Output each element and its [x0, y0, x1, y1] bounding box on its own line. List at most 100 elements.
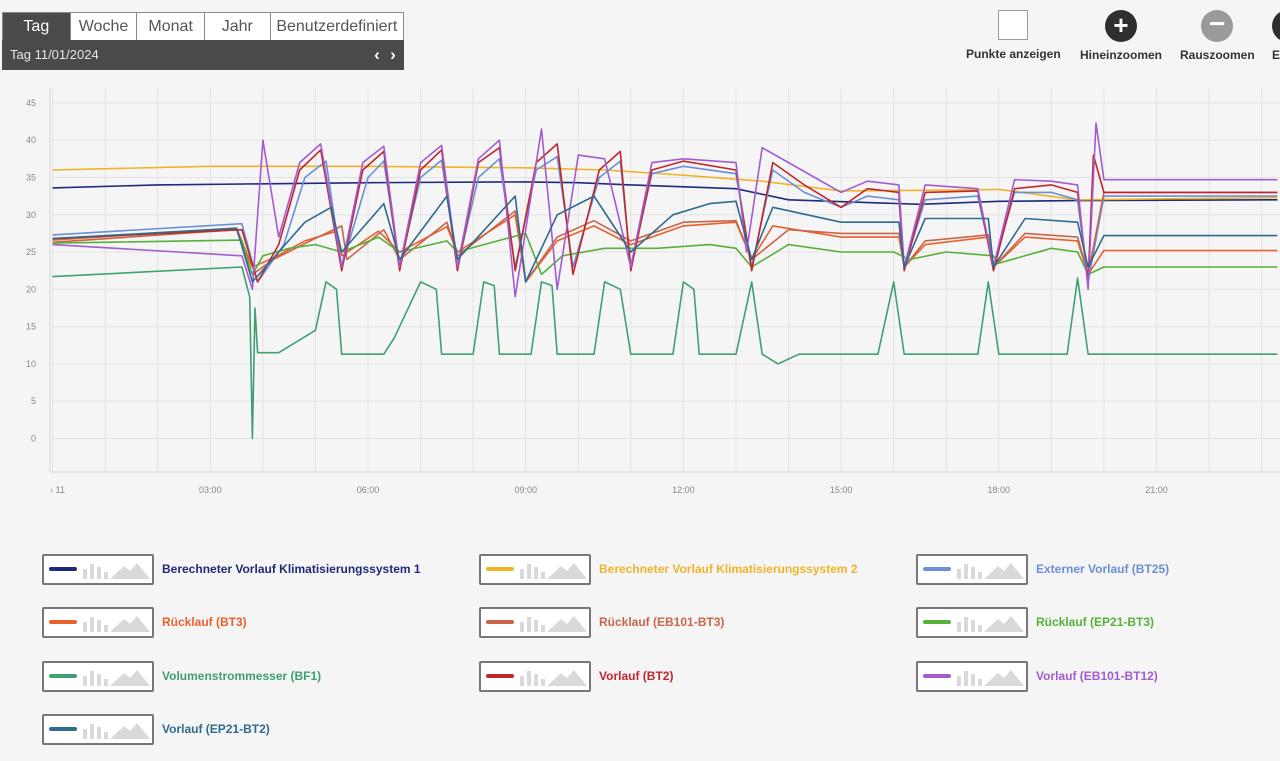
legend-item[interactable]: Rücklauf (EB101-BT3) — [479, 606, 725, 638]
legend-label: Vorlauf (BT2) — [599, 669, 674, 683]
tab-day[interactable]: Tag — [3, 13, 71, 40]
bar-chart-icon — [83, 616, 108, 632]
legend-toggle[interactable] — [479, 660, 591, 692]
chevron-right-icon[interactable]: › — [390, 45, 396, 64]
export-button[interactable]: E — [1266, 10, 1280, 62]
area-chart-icon — [547, 669, 587, 686]
temperature-chart: 45 40 35 30 25 20 15 10 5 0 › 11 03:00 06:00 09:00 12:… — [26, 88, 1280, 495]
legend-item[interactable]: Berechneter Vorlauf Klimatisierungssyste… — [479, 553, 858, 585]
legend-toggle[interactable] — [916, 606, 1028, 638]
zoom-in-label: Hineinzoomen — [1080, 48, 1163, 62]
legend-swatch — [49, 726, 77, 731]
chevron-left-icon[interactable]: ‹ — [374, 45, 380, 64]
minus-icon[interactable]: − — [1201, 10, 1234, 42]
legend-toggle[interactable] — [479, 553, 591, 585]
y-tick-label: 10 — [26, 359, 36, 369]
series-line-7[interactable] — [52, 266, 1278, 440]
legend-item[interactable]: Externer Vorlauf (BT25) — [916, 553, 1170, 585]
x-tick-label: 18:00 — [988, 485, 1011, 495]
x-tick-label: 21:00 — [1145, 485, 1168, 495]
bar-chart-icon — [957, 616, 982, 632]
legend-toggle[interactable] — [42, 606, 154, 638]
legend-label: Rücklauf (EB101-BT3) — [599, 615, 725, 629]
legend-item[interactable]: Vorlauf (EP21-BT2) — [42, 713, 270, 745]
series-line-6[interactable] — [52, 232, 1278, 276]
show-points-toggle[interactable]: Punkte anzeigen — [966, 10, 1061, 61]
show-points-label: Punkte anzeigen — [966, 47, 1061, 61]
y-tick-label: 35 — [26, 172, 36, 182]
plus-icon[interactable]: + — [1105, 10, 1137, 42]
legend-toggle[interactable] — [42, 660, 154, 692]
area-chart-icon — [547, 562, 587, 579]
legend-toggle[interactable] — [916, 553, 1028, 585]
y-tick-label: 30 — [26, 210, 36, 220]
export-icon[interactable] — [1272, 10, 1280, 42]
area-chart-icon — [110, 722, 150, 739]
y-tick-label: 15 — [26, 322, 36, 332]
x-tick-label: 15:00 — [830, 485, 853, 495]
legend-swatch — [49, 673, 77, 678]
legend-item[interactable]: Rücklauf (EP21-BT3) — [916, 606, 1154, 638]
legend-label: Vorlauf (EB101-BT12) — [1036, 669, 1158, 683]
legend-item[interactable]: Rücklauf (BT3) — [42, 606, 247, 638]
legend-item[interactable]: Vorlauf (EB101-BT12) — [916, 660, 1158, 692]
x-tick-label: 06:00 — [357, 485, 380, 495]
tab-month[interactable]: Monat — [137, 13, 205, 40]
series-line-10[interactable] — [52, 195, 1278, 283]
bar-chart-icon — [83, 723, 108, 739]
checkbox-icon[interactable] — [998, 10, 1029, 40]
legend-toggle[interactable] — [479, 606, 591, 638]
y-tick-label: 20 — [26, 284, 36, 294]
date-bar: Tag 11/01/2024 ‹ › — [2, 40, 404, 70]
series-line-8[interactable] — [52, 143, 1278, 283]
legend-swatch — [486, 566, 514, 571]
zoom-in-button[interactable]: + Hineinzoomen — [1080, 10, 1162, 62]
area-chart-icon — [110, 669, 150, 686]
y-tick-label: 45 — [26, 98, 36, 108]
export-label: E — [1272, 48, 1280, 62]
legend-item[interactable]: Berechneter Vorlauf Klimatisierungssyste… — [42, 553, 421, 585]
tab-year[interactable]: Jahr — [204, 13, 271, 40]
legend-label: Volumenstrommesser (BF1) — [162, 669, 322, 683]
legend-label: Berechneter Vorlauf Klimatisierungssyste… — [599, 562, 858, 576]
tab-custom[interactable]: Benutzerdefiniert — [270, 13, 403, 40]
series-group — [52, 122, 1278, 440]
legend-item[interactable]: Volumenstrommesser (BF1) — [42, 660, 322, 692]
bar-chart-icon — [957, 670, 982, 686]
y-tick-label: 5 — [31, 396, 36, 406]
zoom-out-label: Rauszoomen — [1180, 48, 1255, 62]
area-chart-icon — [110, 615, 150, 632]
zoom-out-button[interactable]: − Rauszoomen — [1180, 10, 1255, 63]
y-tick-label: 40 — [26, 135, 36, 145]
x-tick-label: 12:00 — [672, 485, 695, 495]
legend-swatch — [486, 619, 514, 624]
legend-label: Berechneter Vorlauf Klimatisierungssyste… — [162, 562, 421, 576]
legend-label: Vorlauf (EP21-BT2) — [162, 722, 270, 736]
legend-swatch — [923, 566, 951, 571]
bar-chart-icon — [957, 563, 982, 579]
legend-swatch — [923, 619, 951, 624]
series-line-5[interactable] — [52, 191, 1278, 283]
legend-toggle[interactable] — [42, 713, 154, 745]
y-tick-label: 0 — [31, 433, 36, 443]
series-line-9[interactable] — [52, 122, 1278, 298]
x-tick-label: 03:00 — [199, 485, 222, 495]
bar-chart-icon — [520, 616, 545, 632]
period-selector: Tag Woche Monat Jahr Benutzerdefiniert T… — [2, 12, 404, 70]
legend-label: Rücklauf (BT3) — [162, 615, 247, 629]
legend-toggle[interactable] — [916, 660, 1028, 692]
area-chart-icon — [547, 615, 587, 632]
y-tick-label: 25 — [26, 247, 36, 257]
date-label: Tag 11/01/2024 — [10, 47, 99, 62]
legend-label: Externer Vorlauf (BT25) — [1036, 562, 1170, 576]
date-nav: ‹ › — [370, 40, 400, 70]
legend-swatch — [486, 673, 514, 678]
bar-chart-icon — [83, 670, 108, 686]
period-tabs: Tag Woche Monat Jahr Benutzerdefiniert — [2, 12, 404, 40]
legend-swatch — [923, 673, 951, 678]
legend-toggle[interactable] — [42, 553, 154, 585]
legend-item[interactable]: Vorlauf (BT2) — [479, 660, 674, 692]
bar-chart-icon — [83, 563, 108, 579]
tab-week[interactable]: Woche — [70, 13, 138, 40]
legend-swatch — [49, 566, 77, 571]
